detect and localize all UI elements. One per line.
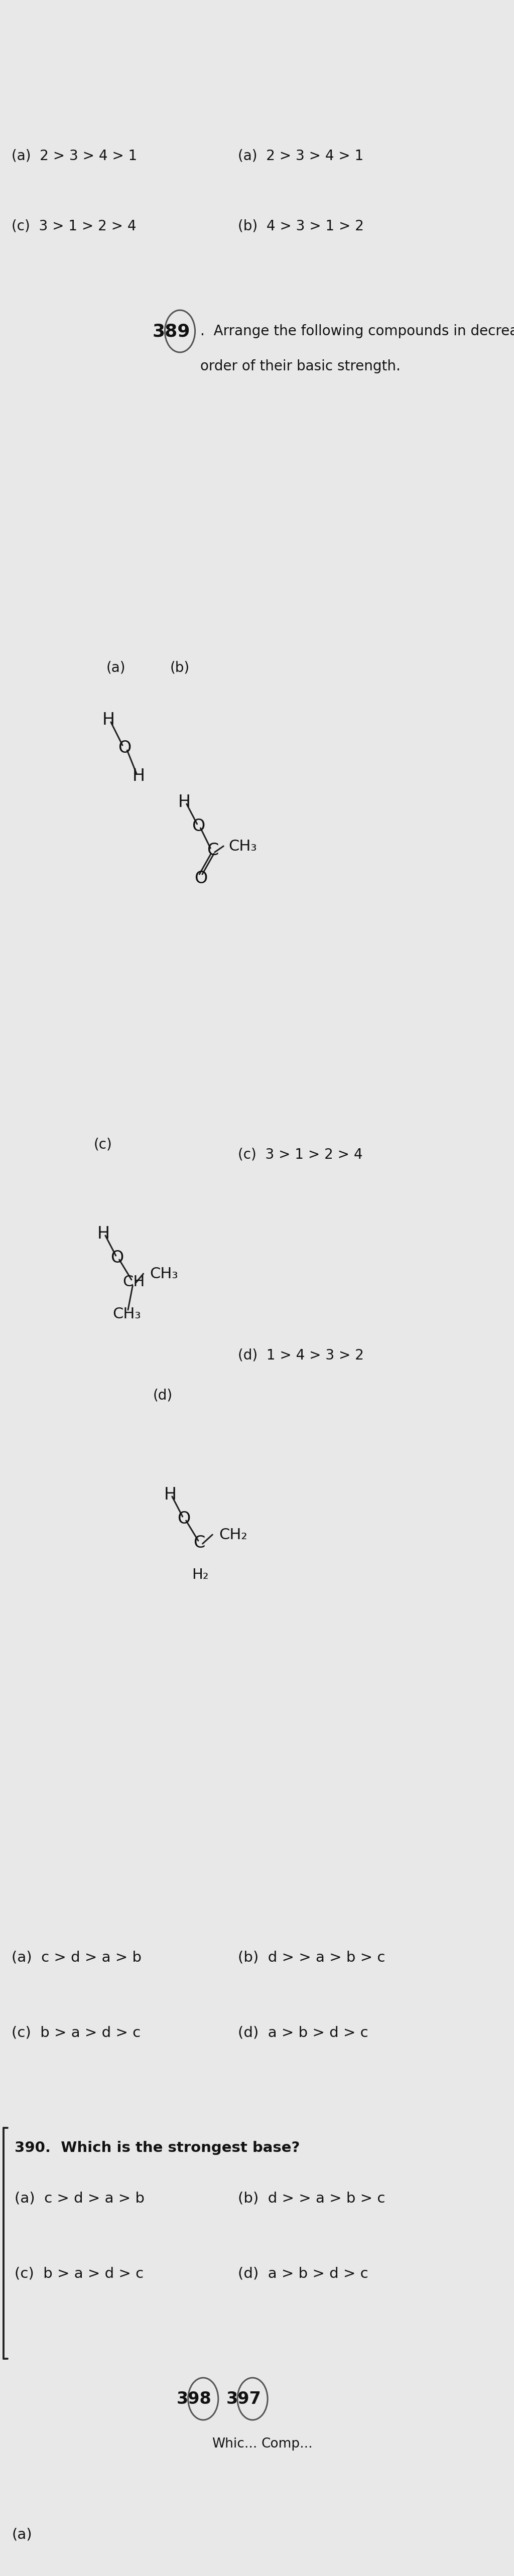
Text: Comp...: Comp... — [261, 2437, 313, 2450]
Text: CH₃: CH₃ — [113, 1306, 141, 1321]
Text: (b)  d > > a > b > c: (b) d > > a > b > c — [238, 1950, 386, 1965]
Text: H: H — [164, 1486, 176, 1502]
Text: H: H — [102, 711, 115, 729]
Text: CH₃: CH₃ — [150, 1267, 178, 1280]
Text: 397: 397 — [226, 2391, 261, 2406]
Text: CH₃: CH₃ — [229, 840, 257, 853]
Text: CH: CH — [122, 1275, 144, 1288]
Text: O: O — [118, 739, 132, 755]
Text: (a)  2 > 3 > 4 > 1: (a) 2 > 3 > 4 > 1 — [12, 149, 137, 162]
Text: H: H — [133, 768, 145, 783]
Text: C: C — [193, 1535, 205, 1551]
Text: (d): (d) — [153, 1388, 172, 1401]
Text: (a): (a) — [12, 2527, 32, 2543]
Text: (c)  b > a > d > c: (c) b > a > d > c — [12, 2025, 141, 2040]
Text: 390.  Which is the strongest base?: 390. Which is the strongest base? — [14, 2141, 300, 2156]
Text: O: O — [111, 1249, 124, 1265]
Text: Whic...: Whic... — [212, 2437, 257, 2450]
Text: H: H — [97, 1226, 109, 1242]
Text: (c)  3 > 1 > 2 > 4: (c) 3 > 1 > 2 > 4 — [238, 1146, 363, 1162]
Text: (d)  a > b > d > c: (d) a > b > d > c — [238, 2025, 369, 2040]
Text: H: H — [178, 793, 191, 811]
Text: 398: 398 — [176, 2391, 211, 2406]
Text: 389: 389 — [152, 322, 190, 340]
Text: (a)  c > d > a > b: (a) c > d > a > b — [14, 2192, 144, 2205]
Text: O: O — [194, 871, 208, 886]
Text: O: O — [192, 817, 205, 835]
Text: (a)  2 > 3 > 4 > 1: (a) 2 > 3 > 4 > 1 — [238, 149, 363, 162]
Text: (d)  a > b > d > c: (d) a > b > d > c — [238, 2267, 369, 2280]
Text: (c): (c) — [94, 1136, 112, 1151]
Text: CH₂: CH₂ — [219, 1528, 247, 1543]
Text: (b)  4 > 3 > 1 > 2: (b) 4 > 3 > 1 > 2 — [238, 219, 364, 232]
Text: (a)  c > d > a > b: (a) c > d > a > b — [12, 1950, 142, 1965]
Text: H₂: H₂ — [192, 1569, 209, 1582]
Text: (c)  b > a > d > c: (c) b > a > d > c — [14, 2267, 143, 2280]
Text: C: C — [207, 842, 218, 858]
Text: (a): (a) — [106, 659, 126, 675]
Text: .  Arrange the following compounds in decreasing: . Arrange the following compounds in dec… — [200, 325, 514, 337]
Text: (b): (b) — [170, 659, 190, 675]
Text: O: O — [177, 1510, 191, 1528]
Text: (b)  d > > a > b > c: (b) d > > a > b > c — [238, 2192, 386, 2205]
Text: (c)  3 > 1 > 2 > 4: (c) 3 > 1 > 2 > 4 — [12, 219, 136, 232]
Text: (d)  1 > 4 > 3 > 2: (d) 1 > 4 > 3 > 2 — [238, 1347, 364, 1363]
Text: order of their basic strength.: order of their basic strength. — [200, 358, 400, 374]
